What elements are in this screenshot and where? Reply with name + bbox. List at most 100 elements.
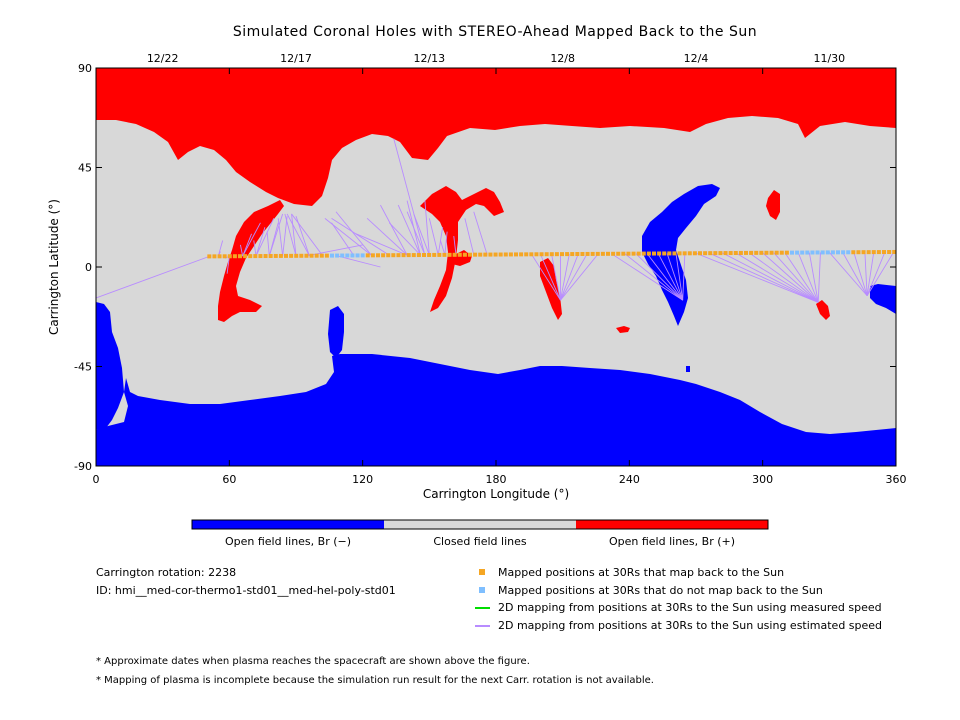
mapped-position-marker: [769, 250, 774, 255]
mapping-line: [428, 218, 439, 256]
mapping-line: [266, 231, 270, 257]
mapped-position-marker: [882, 250, 886, 255]
colorbar-label-negative: Open field lines, Br (−): [225, 535, 351, 548]
positive-coronal-hole-west: [218, 200, 284, 322]
mapped-position-marker: [314, 253, 319, 258]
mapped-position-marker: [365, 253, 370, 258]
negative-coronal-hole-central-south: [328, 306, 344, 358]
mapping-line: [335, 211, 372, 256]
mapping-line: [695, 252, 819, 303]
mapping-line: [242, 222, 261, 257]
y-tick-label: -45: [74, 361, 92, 374]
mapped-position-marker: [713, 251, 718, 256]
mapped-position-marker: [631, 251, 636, 256]
negative-coronal-hole-west-edge: [96, 302, 124, 430]
unmapped-position-marker: [790, 250, 794, 255]
mapping-lines: [96, 138, 895, 303]
mapping-line: [853, 252, 868, 296]
mapped-position-marker: [544, 252, 549, 257]
mapping-line: [413, 213, 430, 256]
negative-coronal-hole-far-east: [870, 284, 896, 314]
unmapped-position-marker: [841, 250, 846, 255]
mapping-line: [784, 252, 819, 303]
unmapped-position-marker: [846, 250, 851, 255]
mapped-position-marker: [590, 251, 595, 256]
mapped-position-marker: [422, 253, 426, 258]
north-positive-polar-region: [96, 68, 896, 206]
x-tick-label: 0: [93, 473, 100, 486]
mapped-position-marker: [248, 254, 253, 259]
mapping-line: [453, 235, 457, 255]
mapped-position-marker: [324, 253, 329, 258]
mapped-position-marker: [232, 254, 237, 259]
mapped-position-marker: [427, 252, 432, 257]
colorbar-positive: [576, 520, 768, 529]
footnote-incomplete: * Mapping of plasma is incomplete becaus…: [96, 675, 654, 686]
mapped-position-marker: [570, 252, 575, 257]
mapping-line: [866, 251, 895, 296]
x-axis: 0 60 120 180 240 300 360: [93, 68, 907, 486]
mapped-position-marker: [391, 253, 396, 258]
mapped-position-marker: [437, 252, 442, 257]
south-negative-polar-region: [96, 354, 896, 466]
mapped-position-marker: [381, 253, 386, 258]
colorbar-label-closed: Closed field lines: [433, 535, 527, 548]
mapping-line: [424, 200, 430, 256]
mapping-line: [682, 253, 686, 301]
mapping-line: [380, 204, 408, 256]
colorbar: Open field lines, Br (−) Closed field li…: [191, 519, 769, 548]
mapping-line: [866, 252, 875, 296]
mapped-position-marker: [289, 253, 294, 258]
mapping-line: [828, 252, 868, 297]
mapped-position-marker: [560, 252, 564, 257]
mapped-position-marker: [304, 253, 309, 258]
mapped-position-marker: [539, 252, 544, 257]
mapped-position-marker: [672, 251, 677, 256]
mapped-position-marker: [851, 250, 856, 255]
unmapped-position-marker: [810, 250, 815, 255]
mapped-position-marker: [662, 251, 667, 256]
negative-speck-a: [686, 366, 690, 372]
mapping-line: [866, 251, 886, 296]
mapped-position-marker: [442, 252, 447, 257]
mapping-line: [355, 233, 408, 256]
mapping-line: [635, 253, 683, 301]
unmapped-position-marker: [355, 253, 360, 258]
mapped-position-marker: [600, 251, 605, 256]
top-date-label: 12/13: [413, 52, 445, 65]
legend-unmapped-swatch: [479, 587, 485, 593]
mapped-position-marker: [723, 251, 728, 256]
mapped-position-marker: [258, 254, 263, 259]
mapped-position-marker: [606, 251, 610, 256]
mapped-position-marker: [370, 253, 375, 258]
mapping-line: [560, 253, 588, 301]
mapped-position-marker: [263, 254, 268, 259]
mapped-position-marker: [779, 250, 784, 255]
mapped-position-marker: [493, 252, 498, 257]
mapping-line: [96, 255, 210, 299]
positive-coronal-hole-central: [420, 186, 504, 312]
mapped-position-marker: [447, 252, 452, 257]
mapping-line: [646, 253, 684, 301]
mapping-line: [291, 213, 297, 256]
mapped-position-marker: [698, 251, 702, 256]
mapped-position-marker: [580, 251, 585, 256]
mapped-position-marker: [565, 252, 570, 257]
top-date-label: 12/8: [550, 52, 575, 65]
mapped-position-marker: [856, 250, 861, 255]
mapping-line: [560, 253, 579, 301]
mapped-position-marker: [667, 251, 672, 256]
mapped-position-marker: [764, 250, 769, 255]
legend-mapped-label: Mapped positions at 30Rs that map back t…: [498, 566, 785, 579]
mapping-line: [253, 240, 257, 257]
mapped-position-marker: [876, 250, 881, 255]
mapped-position-marker: [217, 254, 222, 259]
x-tick-label: 60: [222, 473, 236, 486]
legend-mapped-swatch: [479, 569, 485, 575]
mapped-position-marker: [718, 251, 723, 256]
x-axis-label: Carrington Longitude (°): [423, 487, 569, 501]
unmapped-position-marker: [350, 253, 355, 258]
mapped-position-marker: [411, 253, 416, 258]
x-tick-label: 240: [619, 473, 640, 486]
mapping-line: [540, 254, 561, 301]
